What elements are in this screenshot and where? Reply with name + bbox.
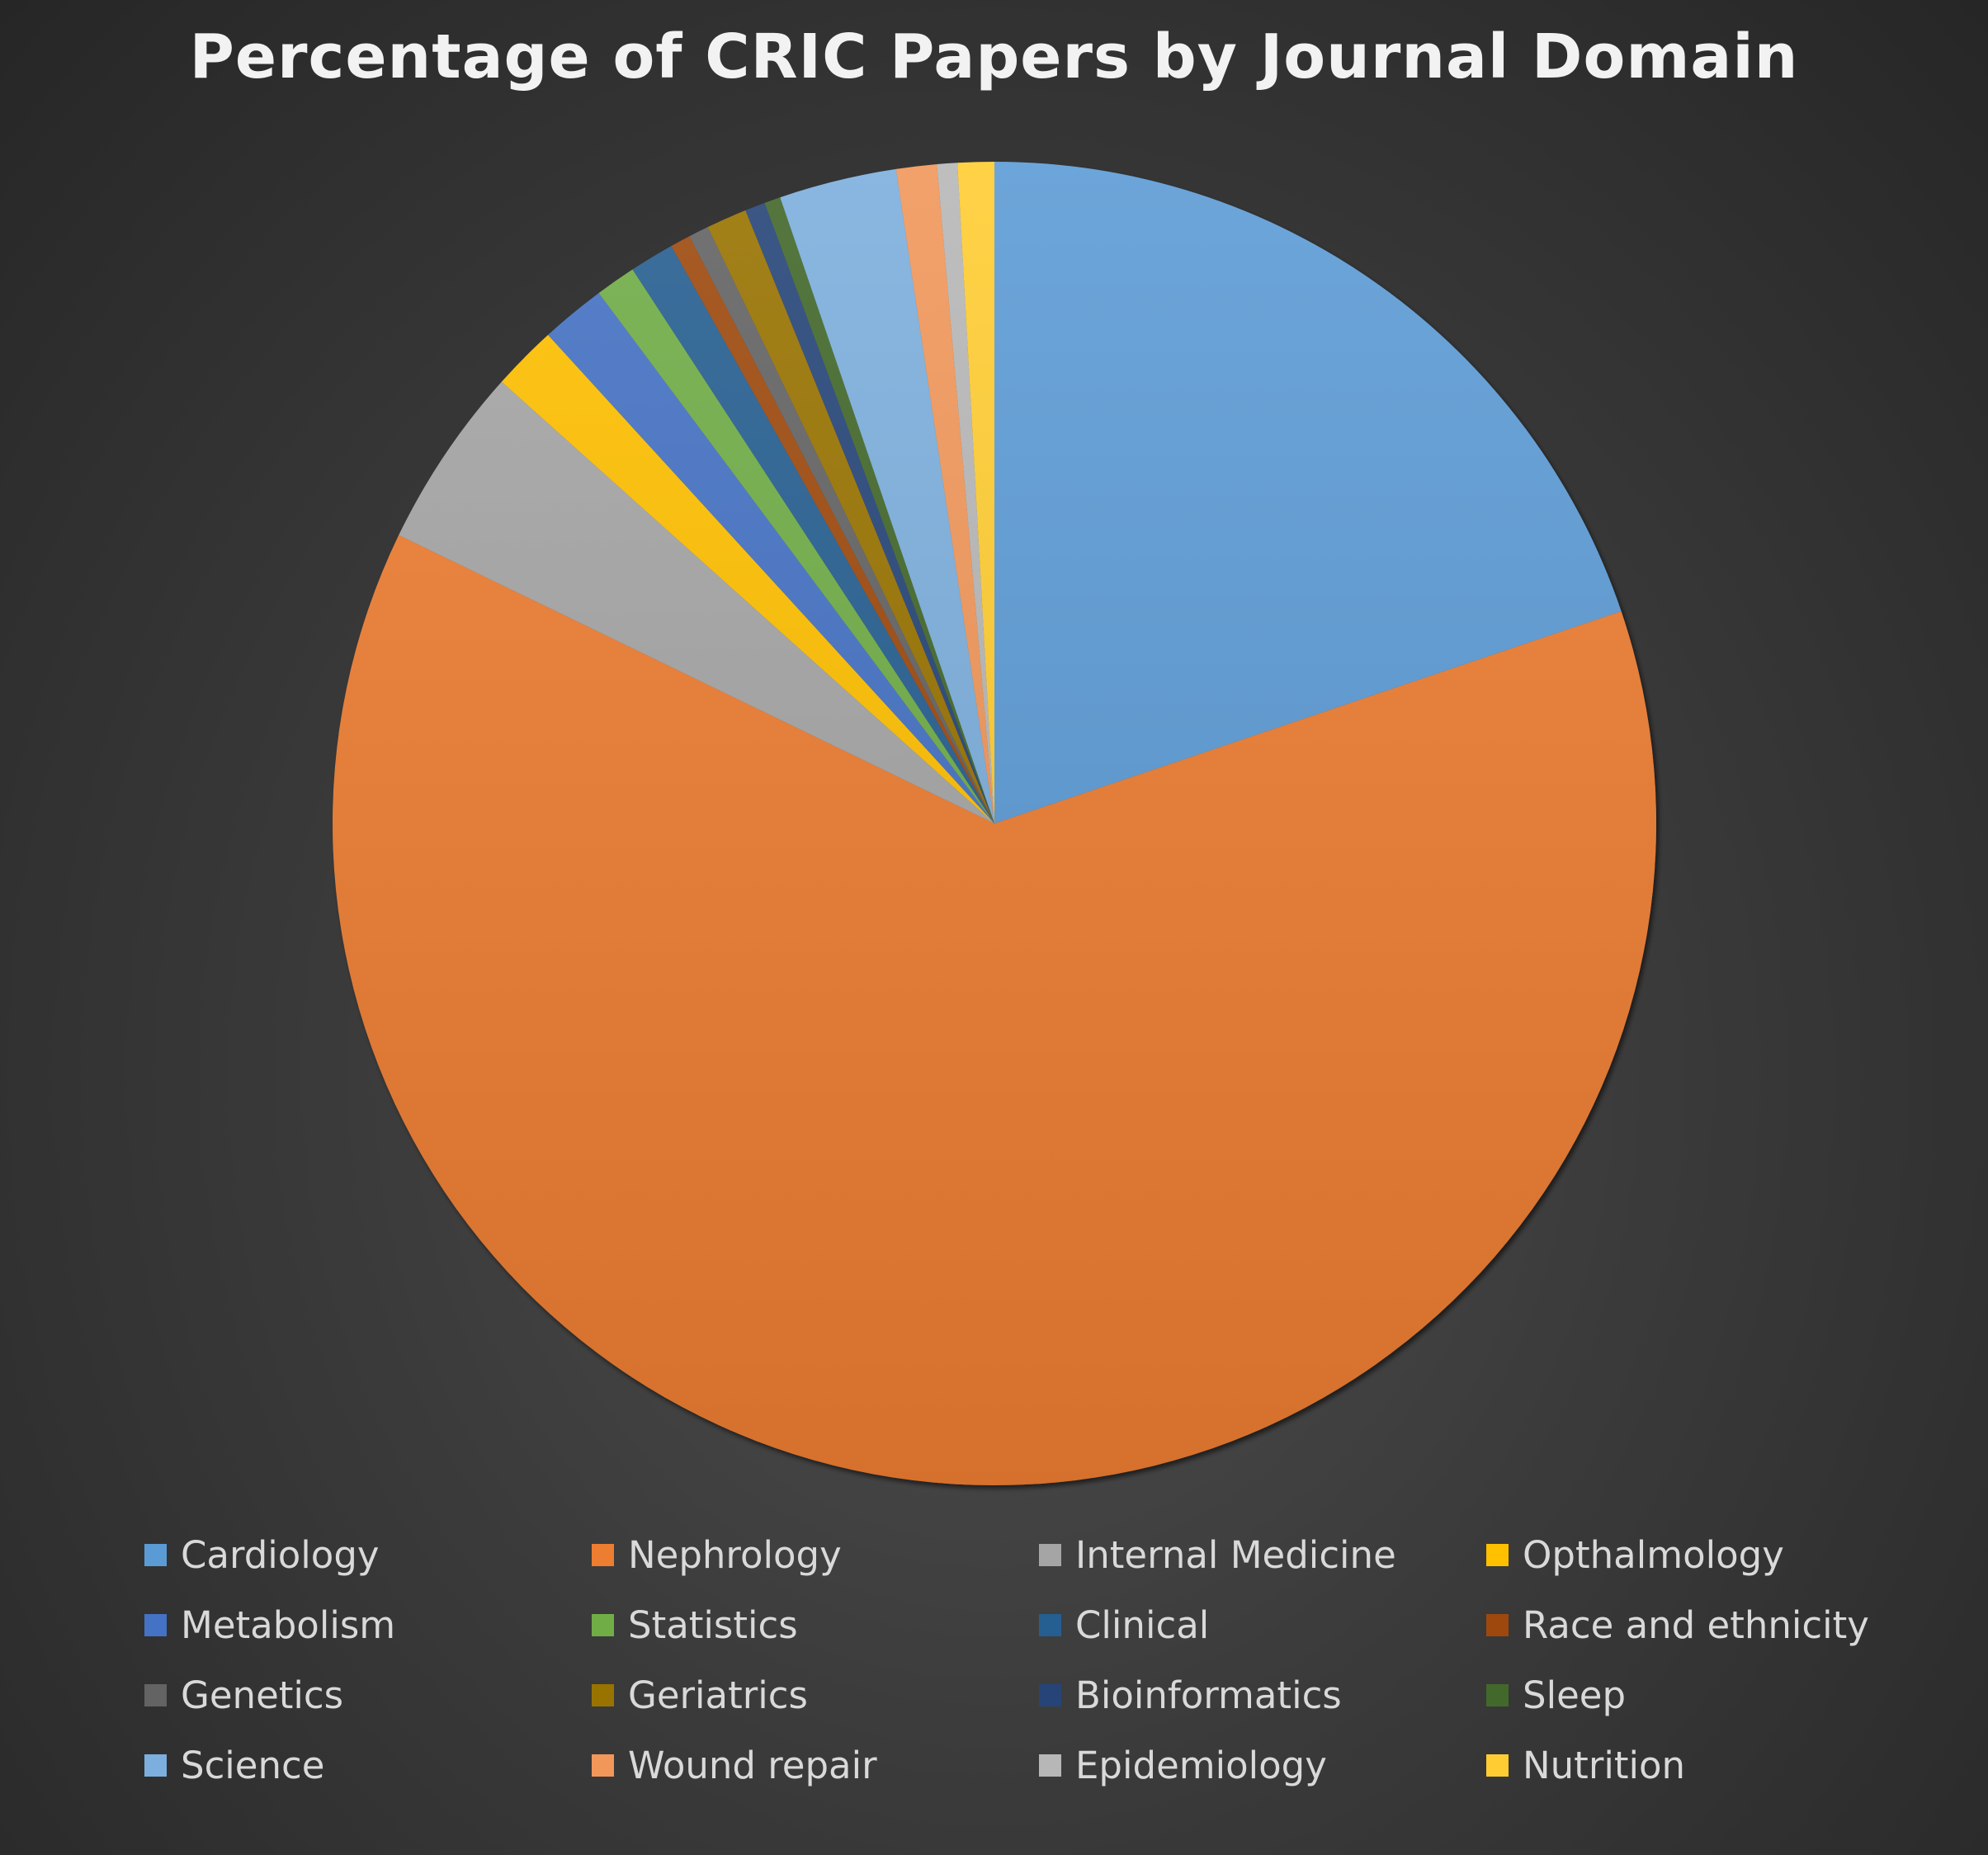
legend-item-science: Science [144,1730,592,1801]
legend-item-geriatrics: Geriatrics [592,1660,1039,1730]
legend-label: Genetics [181,1673,344,1717]
legend-swatch [144,1754,167,1777]
legend-item-opthalmology: Opthalmology [1486,1520,1934,1590]
legend-item-statistics: Statistics [592,1590,1039,1660]
legend-swatch [1039,1754,1061,1777]
legend-swatch [1486,1684,1509,1706]
legend: Cardiology Nephrology Internal Medicine Opt… [144,1520,1943,1801]
legend-swatch [144,1684,167,1706]
legend-label: Race and ethnicity [1523,1603,1869,1647]
chart-title: Percentage of CRIC Papers by Journal Dom… [189,21,1799,92]
legend-item-genetics: Genetics [144,1660,592,1730]
legend-item-epidemiology: Epidemiology [1039,1730,1486,1801]
legend-label: Bioinformatics [1075,1673,1342,1717]
legend-label: Nephrology [628,1533,842,1577]
legend-item-wound-repair: Wound repair [592,1730,1039,1801]
legend-swatch [1039,1614,1061,1636]
legend-item-metabolism: Metabolism [144,1590,592,1660]
legend-item-race-and-ethnicity: Race and ethnicity [1486,1590,1934,1660]
legend-item-cardiology: Cardiology [144,1520,592,1590]
legend-item-clinical: Clinical [1039,1590,1486,1660]
legend-swatch [592,1544,614,1566]
legend-label: Nutrition [1523,1744,1686,1787]
legend-item-nephrology: Nephrology [592,1520,1039,1590]
legend-swatch [1486,1614,1509,1636]
legend-label: Epidemiology [1075,1744,1327,1787]
legend-label: Internal Medicine [1075,1533,1396,1577]
legend-label: Clinical [1075,1603,1210,1647]
legend-swatch [1039,1544,1061,1566]
legend-item-internal-medicine: Internal Medicine [1039,1520,1486,1590]
legend-swatch [592,1684,614,1706]
legend-label: Geriatrics [628,1673,808,1717]
legend-item-bioinformatics: Bioinformatics [1039,1660,1486,1730]
legend-swatch [1486,1544,1509,1566]
legend-swatch [144,1544,167,1566]
legend-item-nutrition: Nutrition [1486,1730,1934,1801]
pie-slices [333,162,1657,1486]
legend-label: Wound repair [628,1744,877,1787]
legend-swatch [592,1614,614,1636]
legend-label: Cardiology [181,1533,380,1577]
legend-label: Metabolism [181,1603,396,1647]
legend-label: Opthalmology [1523,1533,1784,1577]
legend-label: Science [181,1744,325,1787]
legend-label: Statistics [628,1603,798,1647]
legend-swatch [592,1754,614,1777]
legend-swatch [1486,1754,1509,1777]
legend-swatch [144,1614,167,1636]
legend-label: Sleep [1523,1673,1627,1717]
legend-swatch [1039,1684,1061,1706]
legend-item-sleep: Sleep [1486,1660,1934,1730]
